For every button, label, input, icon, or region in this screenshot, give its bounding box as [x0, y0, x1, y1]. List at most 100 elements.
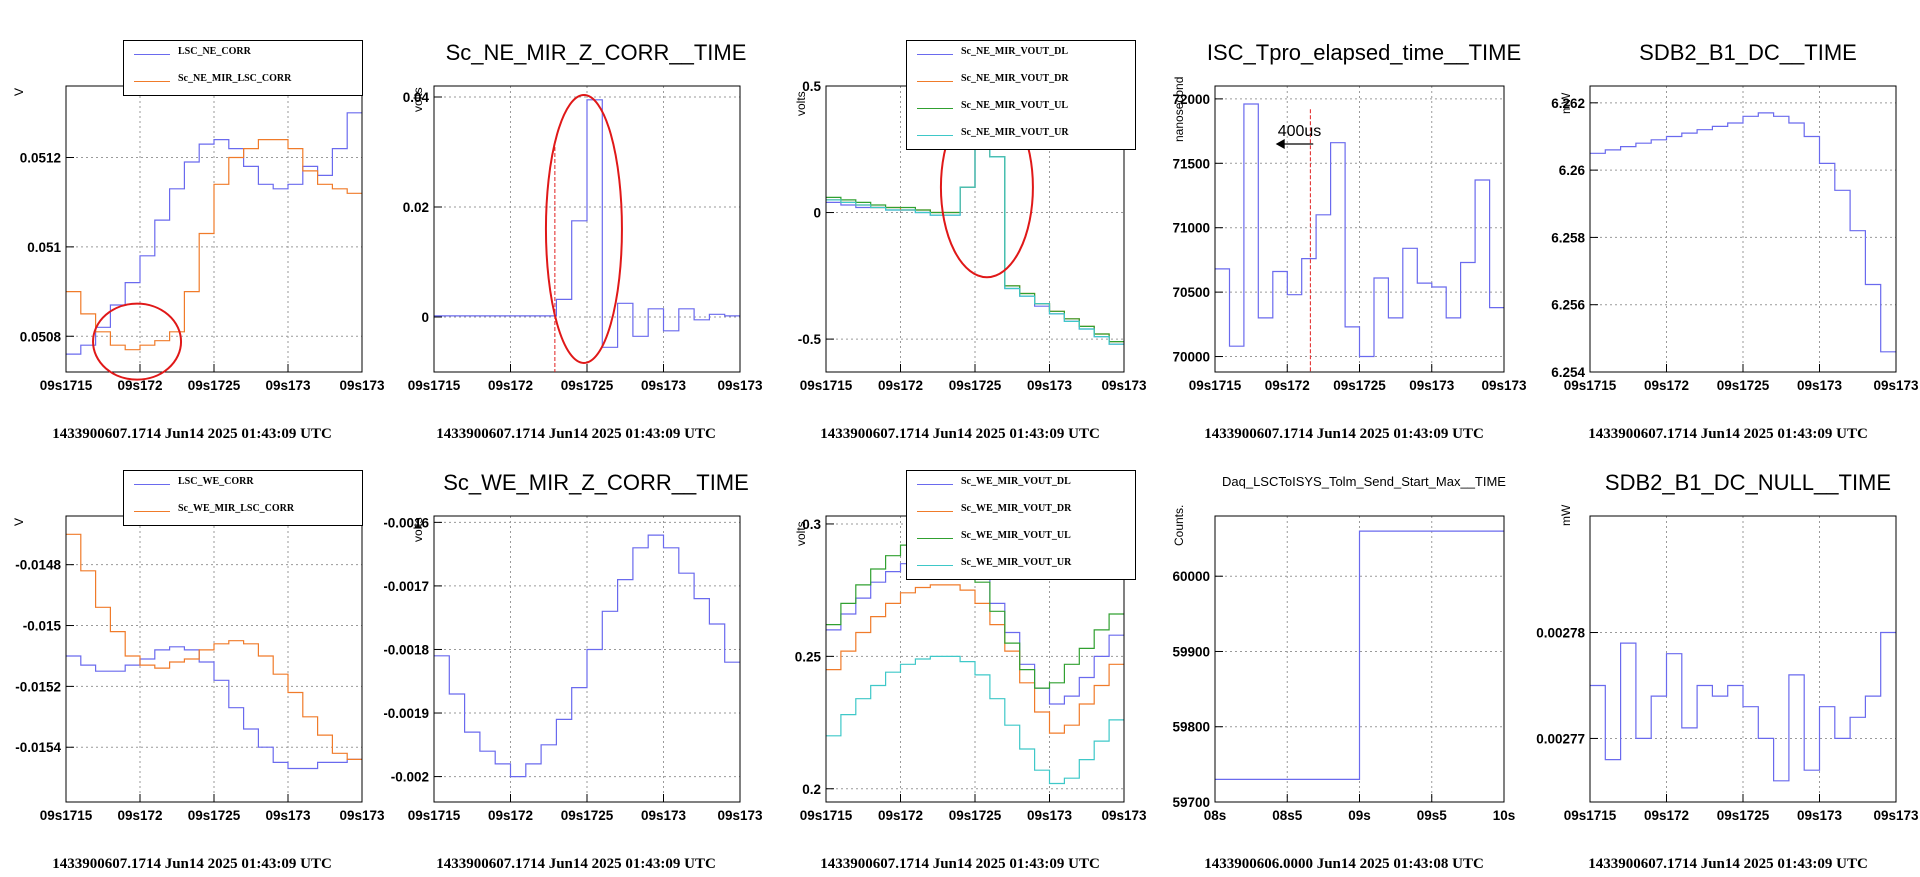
x-tick-label: 09s172 — [1644, 378, 1689, 393]
y-tick-label: -0.015 — [23, 619, 62, 634]
x-tick-label: 09s1725 — [949, 808, 1002, 823]
chart-title: ISC_Tpro_elapsed_time__TIME — [1206, 40, 1522, 65]
x-tick-label: 09s1715 — [40, 378, 93, 393]
y-axis-label: mW — [1559, 92, 1573, 114]
annotation-arrowhead — [1275, 138, 1285, 149]
x-tick-label: 09s173 — [265, 378, 311, 393]
x-tick-label: 09s173 — [1101, 808, 1147, 823]
plot-panel: 09s1715 09s172 09s1725 09s173 09s173 -0.5 0 0.5… — [768, 14, 1152, 444]
y-axis-label: volts — [794, 91, 808, 116]
y-tick-label: -0.0017 — [384, 579, 429, 594]
x-tick-label: 09s173 — [1873, 808, 1919, 823]
y-tick-label: 70000 — [1172, 350, 1210, 365]
legend-swatch — [917, 108, 953, 109]
y-tick-label: 0.3 — [802, 517, 821, 532]
x-tick-label: 09s172 — [1265, 378, 1310, 393]
legend-entry: LSC_WE_CORR — [124, 475, 362, 493]
series-line-main — [1590, 631, 1896, 782]
legend-entry: Sc_NE_MIR_VOUT_UL — [907, 99, 1135, 117]
y-tick-label: 6.254 — [1551, 365, 1585, 380]
x-tick-label: 09s172 — [117, 808, 162, 823]
x-tick-label: 09s1715 — [1564, 378, 1617, 393]
legend-entry: Sc_WE_MIR_VOUT_DR — [907, 502, 1135, 520]
legend-entry: Sc_NE_MIR_VOUT_UR — [907, 126, 1135, 144]
x-tick-label: 09s173 — [717, 808, 763, 823]
y-tick-label: -0.0152 — [15, 679, 61, 694]
legend-entry: LSC_NE_CORR — [124, 45, 362, 63]
y-tick-label: 0.04 — [403, 90, 430, 105]
x-tick-label: 09s1715 — [800, 808, 853, 823]
y-axis-label: V — [12, 517, 26, 526]
x-tick-label: 09s1725 — [1333, 378, 1386, 393]
x-tick-label: 09s173 — [265, 808, 311, 823]
y-tick-label: 60000 — [1172, 569, 1210, 584]
x-tick-label: 09s173 — [1873, 378, 1919, 393]
y-tick-label: 71500 — [1172, 156, 1210, 171]
x-tick-label: 09s173 — [1027, 808, 1073, 823]
legend-swatch — [134, 511, 170, 512]
series-line-sc-ne-mir-vout-ur — [826, 115, 1124, 345]
timestamp-label: 1433900607.1714 Jun14 2025 01:43:09 UTC — [820, 426, 1100, 442]
series-line-main — [434, 534, 740, 778]
x-tick-label: 09s173 — [1409, 378, 1455, 393]
y-axis-label: Counts. — [1172, 504, 1186, 546]
legend-swatch — [917, 565, 953, 566]
series-line-main — [434, 99, 740, 348]
series-line-sc-we-mir-vout-ur — [826, 655, 1124, 785]
x-tick-label: 09s173 — [1027, 378, 1073, 393]
y-tick-label: 0 — [421, 310, 429, 325]
legend-swatch — [134, 54, 170, 55]
x-tick-label: 09s172 — [1644, 808, 1689, 823]
y-tick-label: -0.0148 — [15, 558, 61, 573]
x-tick-label: 09s173 — [339, 378, 384, 393]
series-line-main — [1590, 112, 1896, 353]
plot-panel: 09s1715 09s172 09s1725 09s173 09s173 0 0.02 0.0… — [384, 14, 768, 444]
legend-label: Sc_WE_MIR_LSC_CORR — [178, 503, 295, 514]
series-line-main — [1215, 103, 1504, 358]
plot-svg: 09s1715 09s172 09s1725 09s173 09s173 -0.0154 -… — [15, 515, 384, 823]
legend-entry: Sc_WE_MIR_VOUT_DL — [907, 475, 1135, 493]
x-tick-label: 08s — [1204, 808, 1227, 823]
plot-svg: 09s1715 09s172 09s1725 09s173 09s173 -0.002 -0… — [384, 515, 763, 823]
legend-box: LSC_WE_CORR Sc_WE_MIR_LSC_CORR — [123, 470, 363, 526]
plot-svg: 09s1715 09s172 09s1725 09s173 09s173 0.00277 0… — [1536, 515, 1919, 823]
x-tick-label: 09s173 — [1797, 378, 1843, 393]
legend-label: Sc_NE_MIR_VOUT_UL — [961, 100, 1069, 111]
x-tick-label: 09s1725 — [188, 378, 241, 393]
legend-swatch — [917, 135, 953, 136]
legend-swatch — [917, 54, 953, 55]
y-tick-label: 0 — [813, 206, 821, 221]
y-tick-label: 6.258 — [1551, 230, 1585, 245]
y-axis-label: mW — [1559, 504, 1573, 526]
y-tick-label: -0.0016 — [384, 515, 429, 530]
y-tick-label: 0.5 — [802, 79, 821, 94]
y-tick-label: -0.0154 — [15, 740, 61, 755]
timestamp-label: 1433900607.1714 Jun14 2025 01:43:09 UTC — [52, 856, 332, 872]
plot-svg: 09s1715 09s172 09s1725 09s173 09s173 0.0508 0.… — [20, 85, 384, 393]
annotation-label: 400us — [1278, 123, 1322, 140]
x-tick-label: 09s172 — [878, 808, 923, 823]
plot-svg: 09s1715 09s172 09s1725 09s173 09s173 70000 705… — [1172, 85, 1527, 393]
legend-entry: Sc_NE_MIR_VOUT_DR — [907, 72, 1135, 90]
y-tick-label: -0.0018 — [384, 642, 429, 657]
y-axis-label: volts — [794, 521, 808, 546]
plot-panel: 09s1715 09s172 09s1725 09s173 09s173 -0.0154 -… — [0, 444, 384, 874]
timestamp-label: 1433900607.1714 Jun14 2025 01:43:09 UTC — [436, 426, 716, 442]
x-tick-label: 09s1715 — [408, 808, 461, 823]
x-tick-label: 09s173 — [641, 808, 687, 823]
y-tick-label: 0.00278 — [1536, 626, 1585, 641]
legend-box: LSC_NE_CORR Sc_NE_MIR_LSC_CORR — [123, 40, 363, 96]
y-tick-label: 71000 — [1172, 221, 1210, 236]
x-tick-label: 09s1715 — [1189, 378, 1242, 393]
y-tick-label: 70500 — [1172, 285, 1210, 300]
legend-label: LSC_WE_CORR — [178, 476, 254, 487]
x-tick-label: 09s173 — [717, 378, 763, 393]
x-tick-label: 09s1725 — [1717, 378, 1770, 393]
legend-entry: Sc_WE_MIR_LSC_CORR — [124, 502, 362, 520]
legend-label: Sc_WE_MIR_VOUT_DR — [961, 503, 1072, 514]
legend-label: Sc_NE_MIR_VOUT_DR — [961, 73, 1069, 84]
legend-swatch — [917, 81, 953, 82]
x-tick-label: 09s1715 — [40, 808, 93, 823]
x-tick-label: 09s1725 — [949, 378, 1002, 393]
